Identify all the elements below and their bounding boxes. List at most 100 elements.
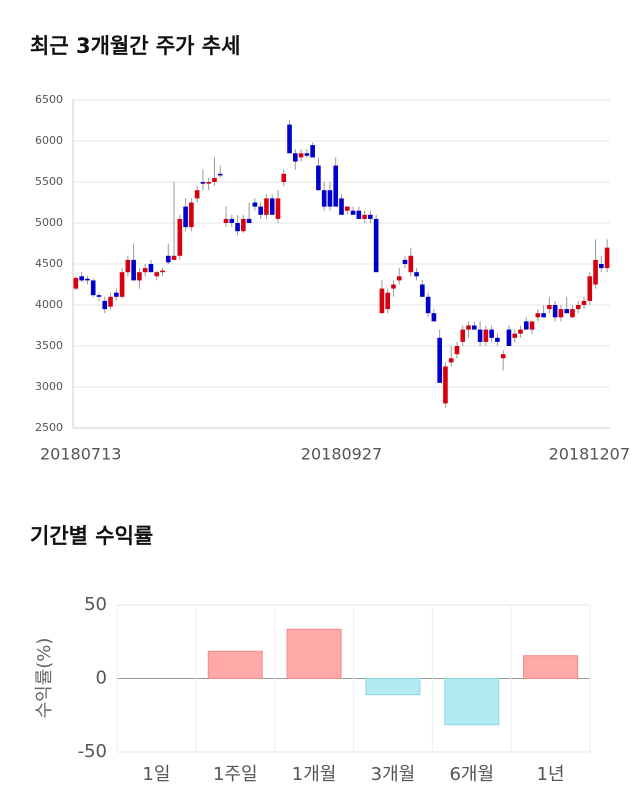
x-tick-label: 20181207 xyxy=(549,445,630,464)
candle-body xyxy=(344,206,350,211)
candle-body xyxy=(448,358,454,363)
chart-title: 최근 3개월간 주가 추세 xyxy=(30,34,240,58)
candle-body xyxy=(223,218,229,223)
x-tick-label: 20180713 xyxy=(40,445,121,464)
candle-body xyxy=(298,153,304,158)
candle-body xyxy=(518,329,523,334)
bar xyxy=(365,678,421,696)
candle-body xyxy=(454,346,460,355)
candle-body xyxy=(229,218,235,223)
candle-body xyxy=(483,329,489,342)
candle-body xyxy=(171,255,177,260)
candle-body xyxy=(90,280,96,296)
candle-body xyxy=(177,218,183,256)
candle-body xyxy=(495,337,500,342)
candle-body xyxy=(85,278,90,281)
candle-body xyxy=(604,247,610,269)
candle-body xyxy=(119,272,125,297)
x-tick-label: 20180927 xyxy=(301,445,382,464)
y-tick-label: 4500 xyxy=(35,257,63,270)
candle-body xyxy=(391,284,396,289)
candle-body xyxy=(189,202,194,228)
bar xyxy=(286,628,342,680)
candle-body xyxy=(287,124,292,154)
y-axis-label: 수익률(%) xyxy=(34,638,55,719)
candle-body xyxy=(113,292,119,297)
candle-body xyxy=(350,210,356,215)
x-tick-label: 1개월 xyxy=(292,764,337,785)
candle-body xyxy=(385,292,391,310)
candle-body xyxy=(258,206,263,215)
candle-body xyxy=(131,259,136,281)
bar xyxy=(523,655,579,680)
candle-body xyxy=(125,259,131,273)
candle-body xyxy=(310,145,315,158)
candle-body xyxy=(420,284,425,297)
x-tick-label: 1일 xyxy=(142,764,170,785)
candle-body xyxy=(443,366,448,404)
candle-body xyxy=(206,182,212,184)
candle-body xyxy=(523,321,529,330)
candle-body xyxy=(425,296,431,314)
candle-body xyxy=(339,198,344,215)
candle-body xyxy=(402,259,408,264)
candle-body xyxy=(564,309,570,314)
candle-body xyxy=(269,198,275,215)
candle-body xyxy=(379,288,385,314)
candle-body xyxy=(252,202,258,207)
candle-body xyxy=(356,210,362,219)
bar xyxy=(207,650,263,679)
candle-body xyxy=(362,214,367,219)
candle-body xyxy=(396,276,402,281)
candle-body xyxy=(241,218,246,232)
candle-body xyxy=(471,325,477,330)
candle-body xyxy=(108,296,113,307)
candle-body xyxy=(437,337,442,383)
candle-body xyxy=(194,190,200,199)
x-tick-label: 6개월 xyxy=(449,764,494,785)
candle-body xyxy=(570,309,575,318)
y-tick-label: 3000 xyxy=(35,380,63,393)
candle-body xyxy=(506,329,512,346)
candle-body xyxy=(246,218,252,223)
candle-body xyxy=(327,190,333,207)
candle-body xyxy=(333,165,339,207)
candle-body xyxy=(73,277,79,289)
bar xyxy=(444,678,500,726)
candle-body xyxy=(148,264,154,273)
candle-body xyxy=(275,198,281,219)
candle-body xyxy=(581,300,587,305)
candle-body xyxy=(316,165,321,191)
y-tick-label: -50 xyxy=(78,741,107,762)
y-tick-label: 5500 xyxy=(35,175,63,188)
y-tick-label: 2500 xyxy=(35,421,63,434)
candle-body xyxy=(165,255,171,263)
candle-body xyxy=(489,329,494,338)
candle-body xyxy=(541,313,546,318)
candle-body xyxy=(321,190,327,207)
candle-body xyxy=(200,182,206,184)
y-tick-label: 4000 xyxy=(35,298,63,311)
candle-body xyxy=(500,354,506,359)
candle-body xyxy=(102,300,108,310)
candle-body xyxy=(408,255,414,273)
candle-body xyxy=(142,268,148,273)
y-tick-label: 50 xyxy=(84,594,107,615)
candle-body xyxy=(137,272,142,281)
candle-body xyxy=(593,259,598,285)
candle-body xyxy=(373,218,379,273)
x-tick-label: 1주일 xyxy=(213,764,258,785)
candle-body xyxy=(79,276,84,281)
y-tick-label: 6000 xyxy=(35,134,63,147)
candle-body xyxy=(304,153,310,156)
y-tick-label: 3500 xyxy=(35,339,63,352)
y-tick-label: 6500 xyxy=(35,93,63,106)
candle-body xyxy=(183,206,188,228)
candle-body xyxy=(264,198,269,215)
candle-body xyxy=(281,173,287,182)
candle-body xyxy=(431,313,437,322)
candle-body xyxy=(547,305,552,310)
candle-body xyxy=(235,223,240,232)
candle-body xyxy=(587,276,593,301)
